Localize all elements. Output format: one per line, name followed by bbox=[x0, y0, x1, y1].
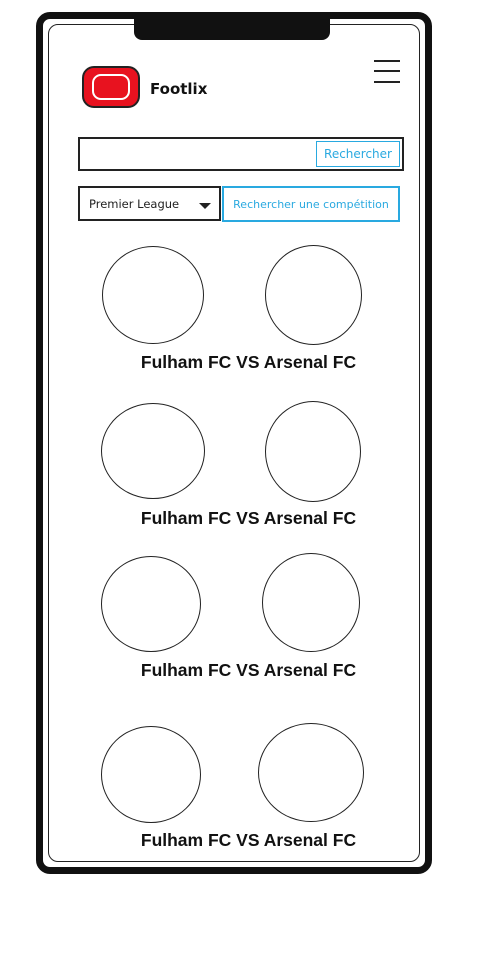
search-bar: Rechercher bbox=[78, 137, 404, 171]
competition-select[interactable]: Premier League bbox=[78, 186, 221, 221]
home-team-logo bbox=[101, 556, 201, 652]
match-card[interactable]: Fulham FC VS Arsenal FC bbox=[0, 553, 497, 713]
phone-notch bbox=[134, 12, 330, 40]
away-team-logo bbox=[265, 245, 362, 345]
away-team-logo bbox=[265, 401, 361, 502]
home-team-logo bbox=[102, 246, 204, 344]
footlix-logo bbox=[82, 66, 140, 108]
app-title: Footlix bbox=[150, 80, 208, 98]
chevron-down-icon bbox=[199, 203, 211, 209]
match-card[interactable]: Fulham FC VS Arsenal FC bbox=[0, 723, 497, 883]
competition-select-value: Premier League bbox=[89, 196, 180, 211]
away-team-logo bbox=[258, 723, 364, 822]
match-card[interactable]: Fulham FC VS Arsenal FC bbox=[0, 244, 497, 404]
home-team-logo bbox=[101, 726, 201, 823]
match-label: Fulham FC VS Arsenal FC bbox=[140, 660, 357, 680]
match-label: Fulham FC VS Arsenal FC bbox=[140, 830, 357, 850]
hamburger-menu-icon[interactable] bbox=[374, 58, 402, 84]
match-label: Fulham FC VS Arsenal FC bbox=[140, 508, 357, 528]
match-label: Fulham FC VS Arsenal FC bbox=[140, 352, 357, 372]
away-team-logo bbox=[262, 553, 360, 652]
search-competition-button[interactable]: Rechercher une compétition bbox=[222, 186, 400, 222]
search-input[interactable] bbox=[80, 139, 332, 169]
match-card[interactable]: Fulham FC VS Arsenal FC bbox=[0, 401, 497, 561]
home-team-logo bbox=[101, 403, 205, 499]
search-button[interactable]: Rechercher bbox=[316, 141, 400, 167]
